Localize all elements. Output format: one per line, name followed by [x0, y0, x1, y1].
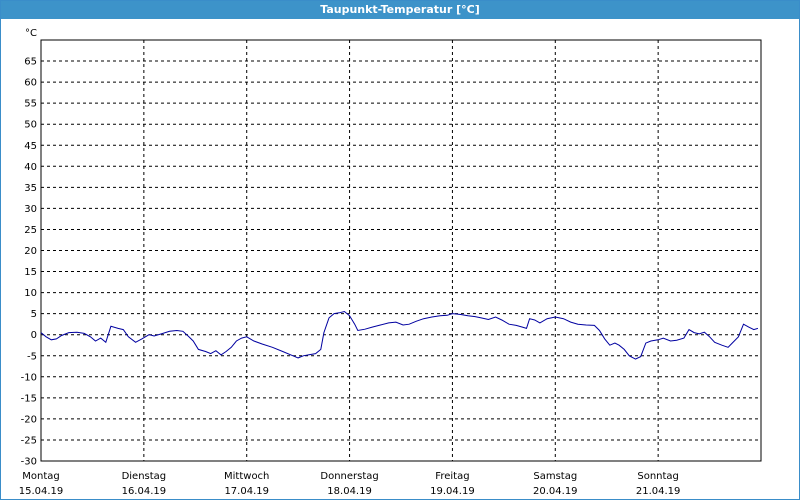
y-axis-label: °C — [25, 28, 37, 39]
y-tick-label: 25 — [24, 225, 37, 236]
y-tick-label: -5 — [27, 351, 37, 362]
y-tick-label: -25 — [21, 435, 37, 446]
x-tick-date-label: 19.04.19 — [430, 486, 475, 497]
dewpoint-chart: -30 -25 -20 -15 -10 -5 0 5 10 15 20 25 30 35 40 45 50 55 6… — [19, 28, 762, 497]
y-tick-label: 0 — [31, 330, 37, 341]
y-tick-label: 60 — [24, 78, 37, 89]
x-tick-date-label: 20.04.19 — [533, 486, 578, 497]
x-tick-date-label: 15.04.19 — [19, 486, 64, 497]
x-tick-day-label: Donnerstag — [320, 471, 378, 482]
y-tick-label: 65 — [24, 57, 37, 68]
plot-border — [40, 39, 762, 462]
x-tick-day-label: Sonntag — [637, 471, 679, 482]
y-tick-label: 35 — [24, 183, 37, 194]
x-tick-date-label: 21.04.19 — [636, 486, 681, 497]
x-tick-date-label: 16.04.19 — [122, 486, 167, 497]
y-tick-label: 55 — [24, 99, 37, 110]
y-tick-label: -15 — [21, 393, 37, 404]
y-tick-label: 50 — [24, 120, 37, 131]
x-tick-day-label: Montag — [22, 471, 59, 482]
x-tick-day-label: Dienstag — [122, 471, 167, 482]
y-tick-label: 15 — [24, 267, 37, 278]
x-tick-date-label: 17.04.19 — [224, 486, 269, 497]
y-tick-label: 10 — [24, 288, 37, 299]
x-tick-day-label: Freitag — [435, 471, 469, 482]
y-tick-label: 20 — [24, 246, 37, 257]
y-tick-label: 40 — [24, 162, 37, 173]
y-tick-label: 5 — [31, 309, 37, 320]
y-tick-label: 45 — [24, 141, 37, 152]
window-title: Taupunkt-Temperatur [°C] — [1, 1, 799, 19]
x-tick-day-label: Samstag — [533, 471, 577, 482]
x-tick-date-label: 18.04.19 — [327, 486, 372, 497]
y-tick-label: -10 — [21, 372, 37, 383]
y-tick-label: -20 — [21, 414, 37, 425]
x-tick-day-label: Mittwoch — [224, 471, 269, 482]
y-tick-label: 30 — [24, 204, 37, 215]
y-tick-label: -30 — [21, 457, 37, 468]
chart-area: -30 -25 -20 -15 -10 -5 0 5 10 15 20 25 30 35 40 45 50 55 6… — [1, 20, 799, 499]
dewpoint-series-line — [40, 310, 759, 360]
